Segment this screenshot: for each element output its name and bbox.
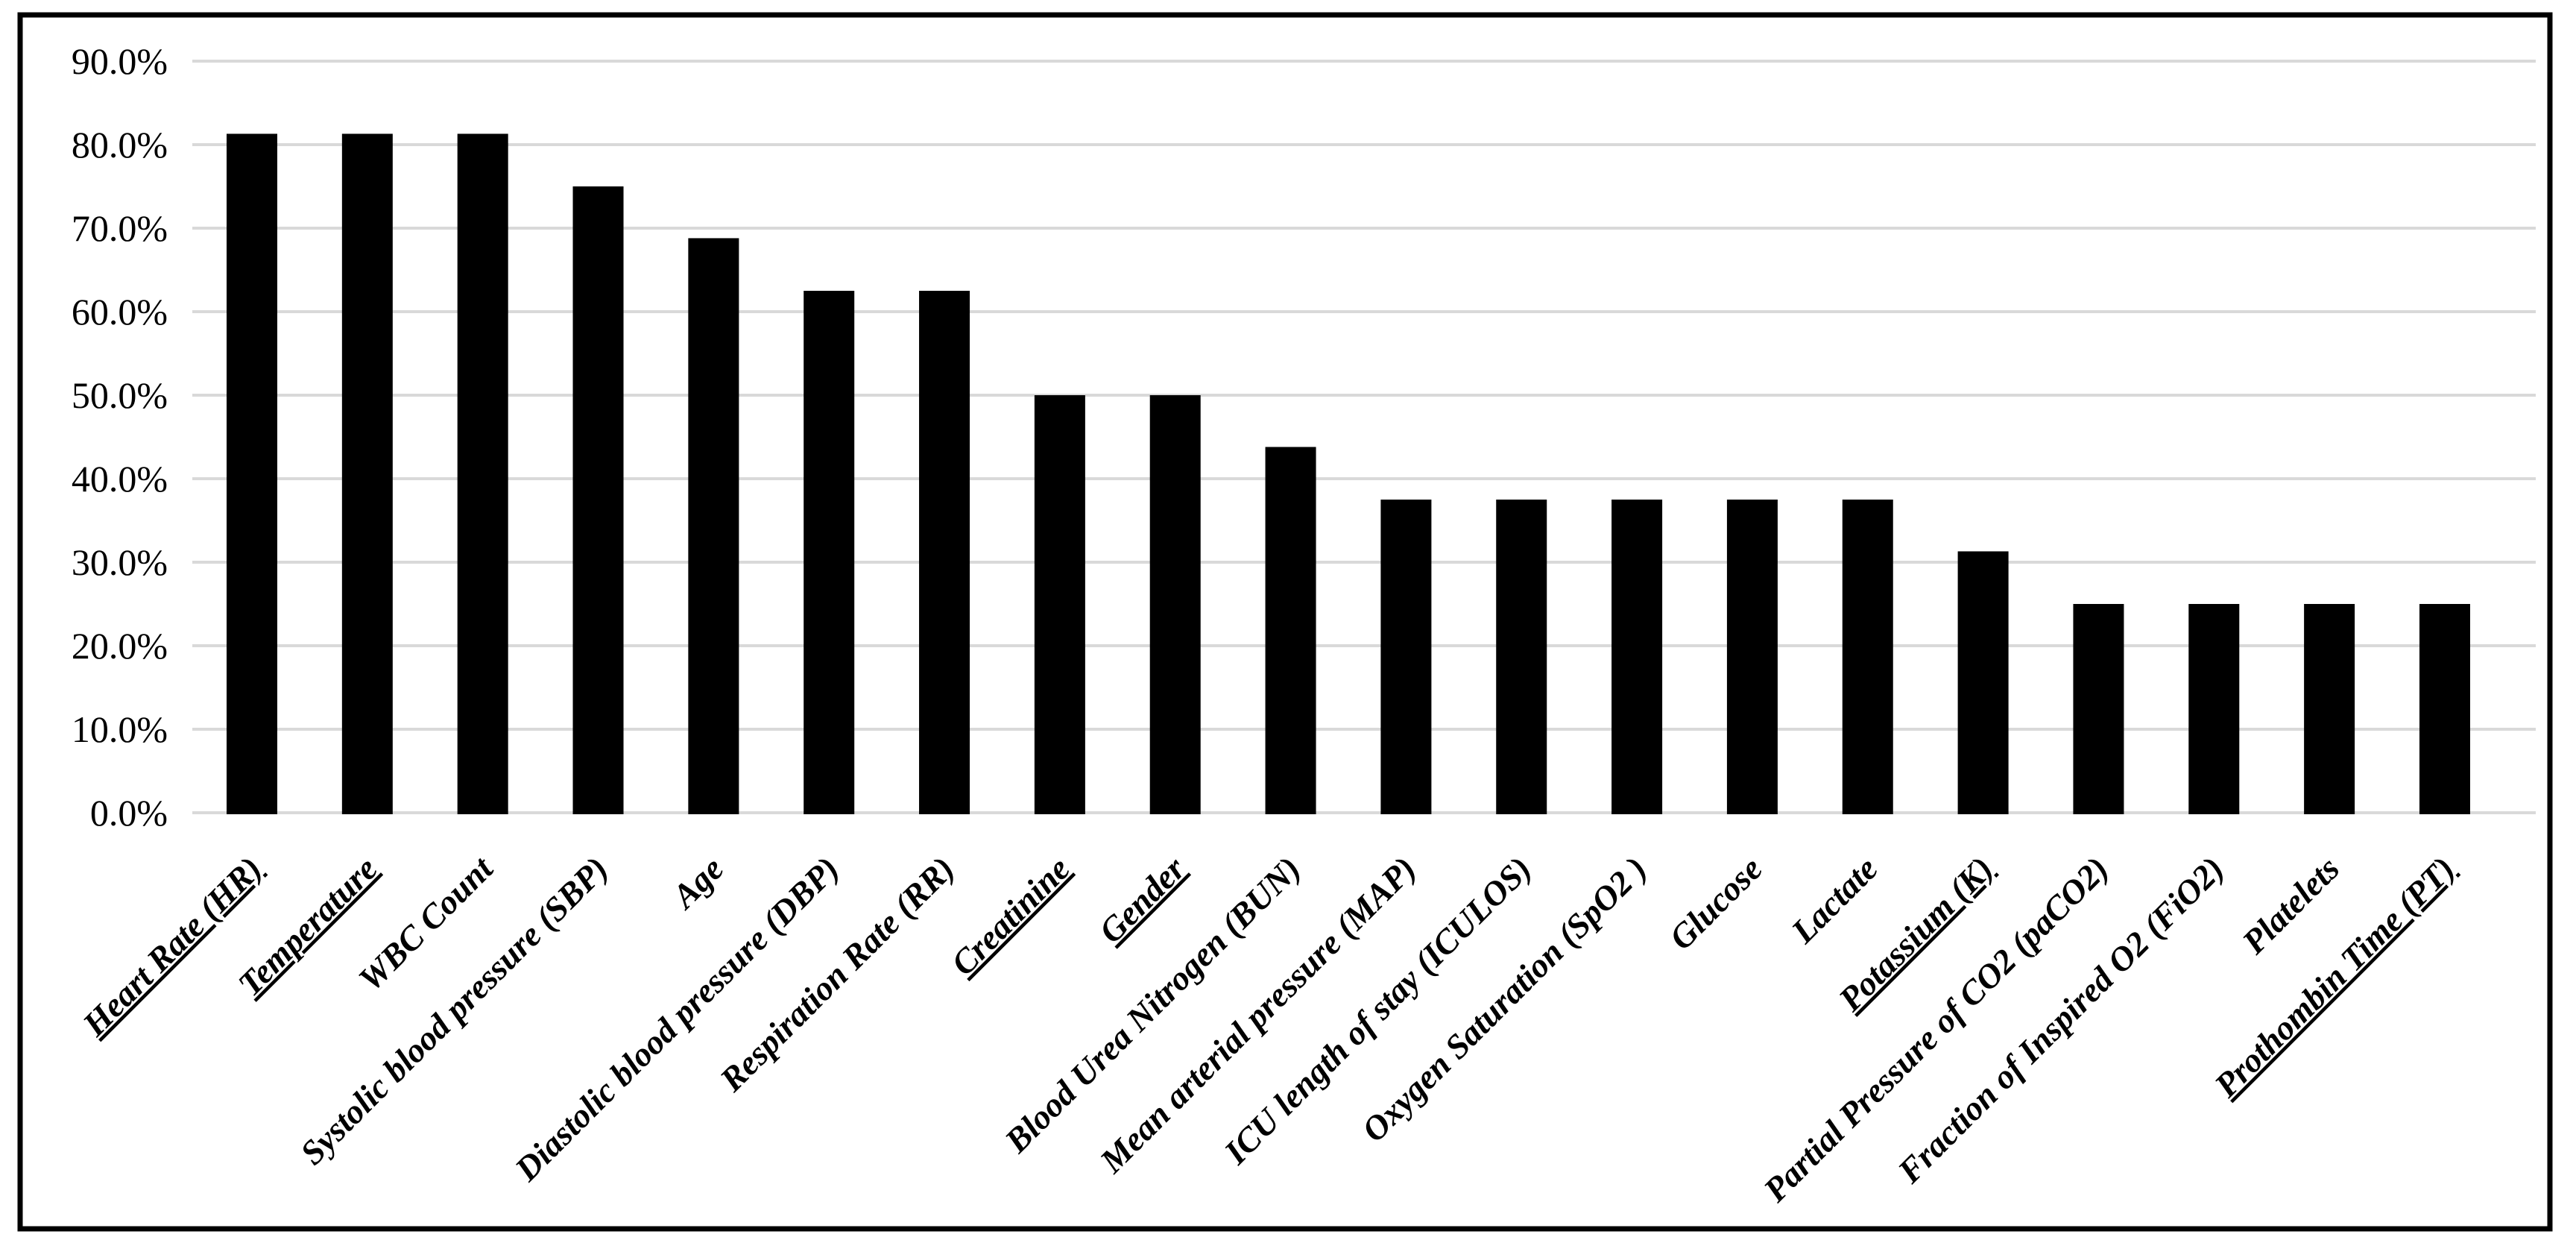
y-axis-tick-label: 90.0% [72, 40, 168, 82]
bar [688, 238, 739, 814]
y-axis-tick-label: 50.0% [72, 374, 168, 416]
bar [1957, 551, 2009, 814]
y-axis-tick-label: 60.0% [72, 291, 168, 333]
y-axis-tick-label: 30.0% [72, 541, 168, 583]
bar [2188, 604, 2240, 814]
y-axis-tick-label: 70.0% [72, 207, 168, 249]
y-axis-tick-label: 10.0% [72, 708, 168, 750]
y-axis-tick-label: 0.0% [90, 792, 168, 834]
bar [2304, 604, 2355, 814]
y-axis-tick-label: 80.0% [72, 124, 168, 166]
y-axis-tick-label: 40.0% [72, 458, 168, 500]
bar [341, 133, 393, 814]
bar [1726, 500, 1778, 814]
bar [1842, 500, 1893, 814]
bar [1149, 395, 1201, 814]
bar [919, 291, 970, 814]
bar [1611, 500, 1663, 814]
bar [572, 186, 624, 814]
bar [457, 133, 508, 814]
bar [1496, 500, 1547, 814]
y-axis-tick-label: 20.0% [72, 625, 168, 667]
figure-frame-border [17, 12, 2553, 1232]
bar [1034, 395, 1085, 814]
bar [2073, 604, 2124, 814]
bar [1380, 500, 1432, 814]
bar [804, 291, 855, 814]
bar [2419, 604, 2470, 814]
bar [1265, 447, 1316, 814]
bar [227, 133, 277, 814]
